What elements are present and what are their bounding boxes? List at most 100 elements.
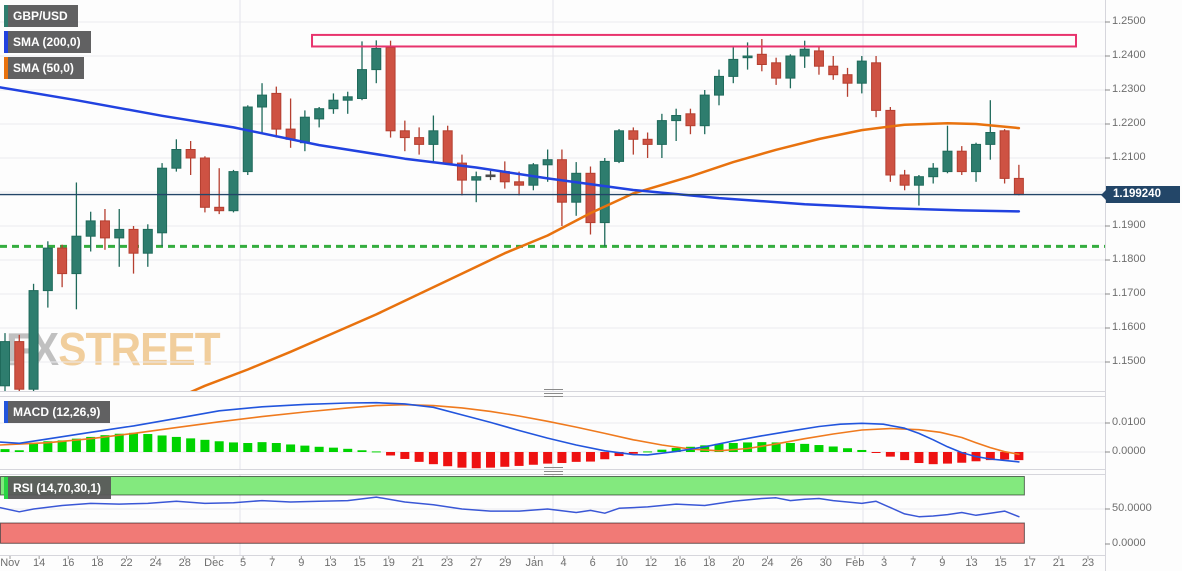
macd-histogram-bar	[828, 446, 838, 452]
candle	[1013, 177, 1024, 196]
macd-histogram-bar	[171, 436, 181, 452]
macd-histogram-bar	[371, 451, 381, 453]
candle	[242, 106, 253, 173]
macd-histogram-bar	[29, 443, 39, 452]
macd-color-marker	[4, 401, 8, 423]
candle	[357, 69, 367, 99]
candle	[0, 341, 10, 387]
candle	[656, 120, 667, 145]
candle	[199, 157, 210, 208]
candle	[728, 58, 739, 77]
macd-histogram-bar	[457, 452, 467, 468]
candle	[314, 108, 325, 120]
macd-histogram-bar	[1014, 452, 1024, 461]
macd-histogram-bar	[214, 441, 224, 452]
macd-histogram-bar	[657, 449, 667, 452]
macd-histogram-bar	[300, 445, 310, 452]
sma200-badge[interactable]: SMA (200,0)	[4, 31, 91, 53]
pair-badge[interactable]: GBP/USD	[4, 5, 78, 27]
sma200-color-marker	[4, 31, 8, 53]
current-price-tag: 1.199240	[1101, 186, 1180, 203]
candle	[171, 149, 182, 169]
macd-histogram-bar	[129, 432, 139, 452]
rsi-oversold-band	[0, 522, 1025, 544]
macd-histogram-bar	[700, 445, 710, 452]
candle	[842, 74, 853, 84]
candle	[456, 162, 467, 181]
candle	[742, 55, 753, 59]
candle	[628, 130, 639, 140]
candle	[157, 167, 168, 234]
candle	[928, 167, 939, 178]
candle	[342, 96, 353, 101]
macd-histogram-bar	[14, 450, 24, 452]
macd-histogram-bar	[186, 438, 196, 452]
macd-histogram-bar	[957, 452, 967, 463]
candle	[999, 130, 1010, 179]
rsi-pane	[0, 476, 1025, 544]
macd-histogram-bar	[486, 452, 496, 468]
macd-histogram-bar	[885, 452, 895, 457]
macd-histogram-bar	[914, 452, 924, 464]
macd-histogram-bar	[643, 451, 653, 453]
macd-histogram-bar	[328, 447, 338, 452]
macd-histogram-bar	[614, 452, 624, 457]
candle	[756, 53, 767, 65]
macd-histogram-bar	[757, 442, 767, 452]
candle	[485, 174, 496, 178]
macd-histogram-bar	[386, 452, 396, 456]
macd-histogram-bar	[571, 452, 581, 462]
candle	[71, 235, 82, 275]
macd-histogram-bar	[200, 439, 210, 452]
candle	[142, 228, 153, 254]
candle	[856, 60, 867, 84]
candle	[714, 75, 724, 96]
candle	[542, 159, 553, 166]
candle	[399, 130, 410, 139]
macd-histogram-bar	[728, 443, 738, 452]
macd-histogram-bar	[228, 442, 238, 452]
macd-histogram-bar	[843, 448, 853, 452]
candle	[885, 109, 896, 176]
sma50-badge[interactable]: SMA (50,0)	[4, 57, 84, 79]
candle	[414, 137, 425, 145]
macd-histogram-bar	[557, 452, 567, 464]
candle	[299, 116, 310, 144]
candle	[828, 65, 839, 76]
candle	[128, 228, 139, 254]
rsi-badge[interactable]: RSI (14,70,30,1)	[4, 477, 112, 499]
macd-histogram-bar	[314, 446, 324, 452]
candle	[956, 150, 967, 173]
macd-histogram-bar	[286, 444, 296, 452]
macd-histogram-bar	[900, 452, 910, 461]
candle	[99, 220, 110, 239]
candle	[42, 247, 53, 292]
macd-histogram-bar	[86, 436, 96, 452]
candle	[385, 47, 396, 132]
macd-histogram-bar	[1000, 452, 1010, 460]
candle	[14, 341, 25, 390]
rsi-overbought-band	[0, 476, 1025, 496]
candle	[699, 94, 710, 127]
candle	[571, 172, 582, 203]
candle	[671, 115, 682, 122]
macd-histogram-bar	[343, 448, 353, 452]
macd-badge[interactable]: MACD (12,26,9)	[4, 401, 111, 423]
pane-resize-handle-macd[interactable]	[544, 389, 563, 397]
macd-histogram-bar	[928, 452, 938, 465]
candle	[428, 130, 439, 145]
candle	[328, 99, 339, 110]
resistance-zone-box	[311, 33, 1077, 48]
macd-histogram-bar	[871, 452, 881, 453]
macd-histogram-bar	[585, 452, 595, 462]
macd-histogram-bar	[271, 443, 281, 452]
macd-histogram-bar	[0, 449, 10, 452]
pane-resize-handle-rsi[interactable]	[544, 467, 563, 475]
macd-histogram-bar	[671, 447, 681, 452]
main-pane	[0, 33, 1105, 391]
watermark-street: STREET	[58, 323, 220, 375]
macd-histogram-bar	[600, 452, 610, 460]
macd-histogram-bar	[100, 435, 110, 452]
macd-pane	[0, 401, 1024, 469]
